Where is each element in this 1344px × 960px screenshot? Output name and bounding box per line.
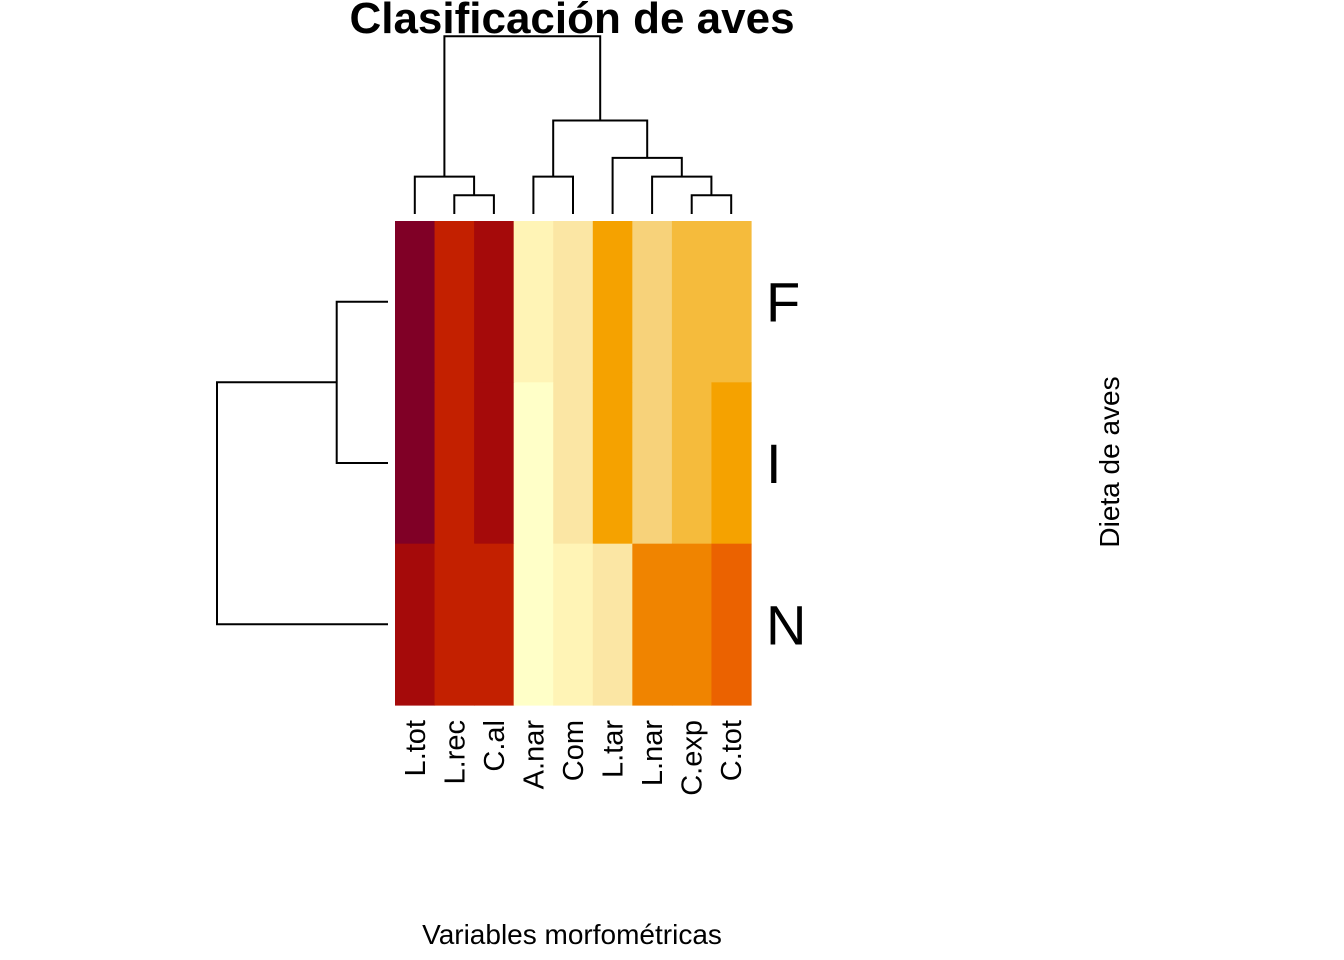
heatmap-cell-F-L.tot — [395, 221, 436, 383]
column-dendrogram — [413, 35, 733, 214]
heatmap-cell-I-L.tot — [395, 382, 436, 545]
heatmap-cell-F-A.nar — [513, 221, 554, 383]
row-dendrogram-branch — [335, 300, 388, 464]
row-labels: F I N — [766, 271, 806, 657]
heatmap-cell-N-Com — [553, 543, 594, 706]
heatmap-cell-F-L.nar — [632, 221, 673, 383]
heatmap-cell-F-L.tar — [592, 221, 633, 383]
heatmap-cell-I-L.rec — [434, 382, 475, 545]
column-dendrogram-branch — [532, 175, 574, 214]
heatmap-cell-N-C.exp — [671, 543, 713, 706]
heatmap-cell-I-A.nar — [513, 382, 554, 545]
x-axis-label: Variables morfométricas — [422, 919, 722, 950]
column-label-C.exp: C.exp — [677, 720, 709, 796]
heatmap-cell-I-C.tot — [711, 382, 752, 545]
heatmap-cell-N-C.tot — [711, 543, 752, 706]
row-dendrogram — [216, 300, 388, 626]
column-dendrogram-branch — [443, 35, 602, 177]
column-label-C.tot: C.tot — [716, 720, 748, 781]
column-label-A.nar: A.nar — [518, 720, 550, 790]
heatmap-cell-F-Com — [553, 221, 594, 383]
column-label-C.al: C.al — [479, 720, 511, 772]
heatmap-cell-N-L.tar — [592, 543, 633, 706]
row-dendrogram-branch — [216, 381, 388, 626]
column-labels: L.tot L.rec C.al A.nar Com L.tar L.nar C.exp C.t… — [400, 720, 748, 796]
y-axis-label: Dieta de aves — [1094, 376, 1125, 547]
heatmap-cell-N-C.al — [474, 543, 515, 706]
row-label-F: F — [766, 271, 800, 334]
heatmap-cell-F-C.al — [474, 221, 515, 383]
row-label-I: I — [766, 432, 782, 495]
heatmap-cells — [395, 221, 752, 706]
column-label-L.rec: L.rec — [439, 720, 471, 784]
heatmap-cell-N-L.tot — [395, 543, 436, 706]
heatmap-cell-I-L.nar — [632, 382, 673, 545]
heatmap-cell-F-C.tot — [711, 221, 752, 383]
column-label-Com: Com — [558, 720, 590, 781]
column-dendrogram-branch — [611, 156, 683, 214]
heatmap-cell-I-C.al — [474, 382, 515, 545]
column-dendrogram-branch — [690, 194, 733, 214]
heatmap-cell-I-C.exp — [671, 382, 713, 545]
column-dendrogram-branch — [453, 194, 495, 214]
column-label-L.tar: L.tar — [598, 720, 630, 778]
heatmap-cell-F-L.rec — [434, 221, 475, 383]
chart-title: Clasificación de aves — [349, 0, 794, 43]
column-dendrogram-branch — [552, 119, 649, 177]
heatmap-cell-N-A.nar — [513, 543, 554, 706]
heatmap-cell-N-L.rec — [434, 543, 475, 706]
heatmap-cell-I-Com — [553, 382, 594, 545]
heatmap-cell-F-C.exp — [671, 221, 713, 383]
heatmap-cell-I-L.tar — [592, 382, 633, 545]
column-label-L.tot: L.tot — [400, 720, 432, 776]
row-label-N: N — [766, 593, 806, 656]
heatmap-cell-N-L.nar — [632, 543, 673, 706]
column-label-L.nar: L.nar — [637, 720, 669, 786]
